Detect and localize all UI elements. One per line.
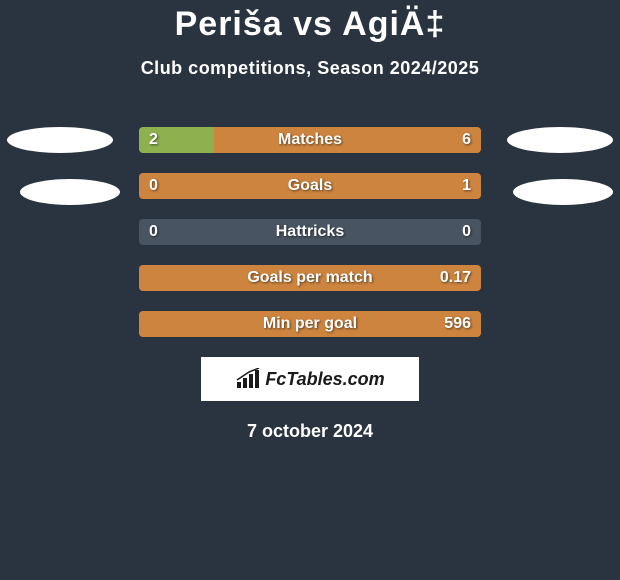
stat-row: 26Matches xyxy=(139,127,481,153)
logo-box[interactable]: FcTables.com xyxy=(201,357,419,401)
stats-area: 26Matches 01Goals 00Hattricks 0.17Goals per… xyxy=(0,127,620,337)
stat-row: 0.17Goals per match xyxy=(139,265,481,291)
chart-icon xyxy=(235,368,261,390)
stat-label: Hattricks xyxy=(139,219,481,245)
comparison-card: Periša vs AgiÄ‡ Club competitions, Seaso… xyxy=(0,0,620,442)
stat-label: Goals xyxy=(139,173,481,199)
decor-ellipse xyxy=(507,127,613,153)
page-subtitle: Club competitions, Season 2024/2025 xyxy=(0,58,620,79)
stat-row: 596Min per goal xyxy=(139,311,481,337)
page-title: Periša vs AgiÄ‡ xyxy=(0,5,620,44)
stat-bars: 26Matches 01Goals 00Hattricks 0.17Goals per… xyxy=(139,127,481,337)
decor-ellipse xyxy=(7,127,113,153)
stat-row: 01Goals xyxy=(139,173,481,199)
stat-row: 00Hattricks xyxy=(139,219,481,245)
stat-label: Min per goal xyxy=(139,311,481,337)
decor-ellipse xyxy=(20,179,120,205)
stat-label: Matches xyxy=(139,127,481,153)
date-text: 7 october 2024 xyxy=(0,421,620,442)
logo-text: FcTables.com xyxy=(265,369,384,390)
stat-label: Goals per match xyxy=(139,265,481,291)
decor-ellipse xyxy=(513,179,613,205)
